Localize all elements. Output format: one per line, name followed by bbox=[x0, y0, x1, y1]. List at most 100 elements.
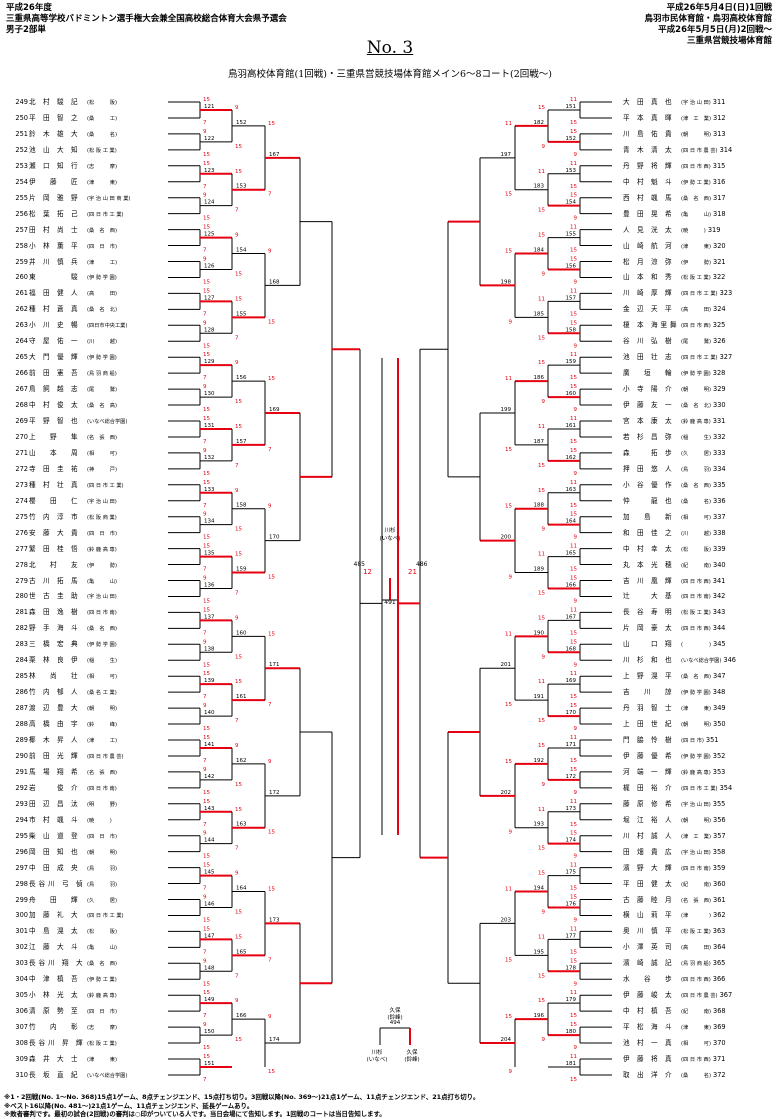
player-school: ( ) bbox=[681, 642, 711, 649]
player-row: 小 谷 優 作 (桑 名 西) 335 bbox=[623, 480, 735, 491]
score: 9 bbox=[574, 726, 578, 732]
player-school: (伊 勢) bbox=[87, 562, 117, 569]
player-name: 伊 藤 峻 太 bbox=[623, 991, 672, 1000]
player-name: 池 田 壮 志 bbox=[623, 353, 672, 362]
score: 15 bbox=[570, 895, 577, 901]
player-name: 平 松 海 斗 bbox=[623, 1023, 672, 1032]
player-row: 293田 辺 昌 汰 (明 野) bbox=[6, 799, 117, 810]
score: 15 bbox=[235, 1037, 242, 1043]
score: 9 bbox=[203, 512, 207, 518]
score: 15 bbox=[538, 208, 545, 214]
player-number: 360 bbox=[713, 879, 726, 888]
player-row: 274櫻 田 仁 (宇 治 山 田) bbox=[6, 496, 116, 507]
score: 11 bbox=[570, 288, 577, 294]
match-number: 156 bbox=[236, 375, 247, 381]
score: 15 bbox=[538, 743, 545, 749]
player-number: 269 bbox=[15, 417, 28, 425]
score: 9 bbox=[235, 105, 239, 111]
score: 9 bbox=[203, 320, 207, 326]
score: 15 bbox=[538, 615, 545, 621]
match-number: 195 bbox=[534, 949, 545, 955]
player-number: 279 bbox=[15, 576, 28, 585]
player-school: (鳥 羽) bbox=[87, 881, 117, 888]
player-name: 廣 垣 輪 bbox=[623, 369, 672, 378]
player-school: (津 東) bbox=[681, 1025, 711, 1032]
player-row: 池 村 一 真 (相 可) 370 bbox=[623, 1038, 735, 1049]
player-row: 中 村 幸 太 (松 阪) 339 bbox=[623, 544, 735, 555]
score: 7 bbox=[203, 375, 207, 381]
match-number: 173 bbox=[269, 917, 280, 923]
player-number: 318 bbox=[713, 209, 726, 218]
player-name: 前 田 光 輝 bbox=[29, 751, 78, 760]
score: 15 bbox=[570, 375, 577, 381]
player-school: (朝 明) bbox=[681, 817, 711, 824]
match-number: 125 bbox=[204, 232, 215, 238]
score: 9 bbox=[235, 998, 239, 1004]
match-number: 145 bbox=[204, 870, 215, 876]
score: 15 bbox=[505, 447, 512, 453]
match-number: 166 bbox=[236, 1013, 247, 1019]
player-school: (津 工 業) bbox=[681, 115, 711, 122]
player-row: 281森 田 逸 樹 (四 日 市 南) bbox=[6, 607, 116, 618]
score: 15 bbox=[203, 407, 210, 413]
player-name: 豊 田 晃 希 bbox=[623, 209, 672, 218]
player-row: 山 崎 航 河 (津 東) 320 bbox=[623, 241, 735, 252]
player-school: (鈴 鹿 高 専) bbox=[681, 769, 711, 776]
player-number: 292 bbox=[15, 783, 28, 792]
player-name: 榎 本 海 里 舞 bbox=[623, 321, 677, 330]
player-school: (伊 勢 学 園) bbox=[681, 371, 711, 378]
player-name: 小 川 史 暢 bbox=[29, 321, 78, 330]
player-row: 山 口 翔 ( ) 345 bbox=[623, 639, 735, 650]
player-school: (松 阪 工 業) bbox=[681, 929, 711, 936]
player-name: 上 野 隼 bbox=[29, 432, 78, 441]
player-number: 284 bbox=[15, 656, 28, 665]
score: 9 bbox=[203, 257, 207, 263]
player-number: 252 bbox=[15, 145, 28, 154]
match-number: 139 bbox=[204, 678, 215, 684]
player-row: 255片 岡 雅 野 (宇 治 山 田 商 業) bbox=[6, 193, 130, 204]
match-number: 491 bbox=[384, 599, 396, 606]
player-school: (紀 南) bbox=[681, 1009, 711, 1016]
player-name: 田 村 尚 士 bbox=[29, 225, 78, 234]
player-row: 295柴 山 道 登 (四 日 市) bbox=[6, 831, 117, 842]
score: 11 bbox=[570, 161, 577, 167]
player-name: 梶 田 裕 介 bbox=[623, 783, 672, 792]
player-school: (津 東) bbox=[87, 1057, 117, 1063]
player-row: 谷 川 弘 樹 (尾 鷲) 326 bbox=[623, 336, 735, 347]
player-name: 中 島 滉 太 bbox=[29, 927, 78, 936]
player-number: 313 bbox=[713, 129, 726, 138]
match-number: 147 bbox=[204, 933, 215, 939]
player-number: 261 bbox=[15, 289, 28, 298]
score: 7 bbox=[203, 630, 207, 636]
player-number: 296 bbox=[15, 847, 28, 856]
match-number: 124 bbox=[204, 200, 215, 206]
match-number: 160 bbox=[236, 630, 247, 636]
player-school: (津 ) bbox=[681, 913, 711, 920]
score: 9 bbox=[574, 1045, 578, 1051]
match-number: 128 bbox=[204, 327, 215, 333]
match-number: 197 bbox=[501, 152, 512, 158]
player-row: 上 野 滉 平 (桑 名 西) 347 bbox=[623, 671, 735, 682]
player-row: 横 山 莉 平 (津 ) 362 bbox=[623, 910, 735, 921]
score: 15 bbox=[570, 639, 577, 645]
player-school: (四 日 市 工 業) bbox=[681, 785, 718, 792]
match-number: 159 bbox=[566, 359, 577, 365]
score: 11 bbox=[538, 934, 545, 940]
player-row: 303長 谷 川 翔 大 (桑 名 西) bbox=[6, 958, 117, 969]
player-name: 長 坂 直 紀 bbox=[29, 1070, 78, 1079]
score: 7 bbox=[235, 208, 239, 214]
player-row: 小 澤 英 司 (高 田) 364 bbox=[623, 942, 735, 953]
score: 7 bbox=[203, 248, 207, 254]
match-number: 201 bbox=[501, 662, 512, 668]
footnotes: ※1・2回戦(No. 1～No. 368)15点1ゲーム、8点チェンジエンド、1… bbox=[4, 1093, 479, 1119]
match-number: 126 bbox=[204, 263, 215, 269]
score: 9 bbox=[203, 958, 207, 964]
player-school: (名 張 西) bbox=[87, 769, 117, 776]
player-school: (四日市中央工業) bbox=[87, 323, 128, 330]
player-row: 若 杉 昌 弥 (稲 生) 332 bbox=[623, 432, 735, 443]
player-number: 344 bbox=[712, 624, 726, 633]
match-number: 141 bbox=[204, 742, 215, 748]
player-school: (川 越) bbox=[681, 530, 711, 537]
score: 15 bbox=[203, 662, 210, 668]
player-number: 310 bbox=[15, 1070, 28, 1079]
